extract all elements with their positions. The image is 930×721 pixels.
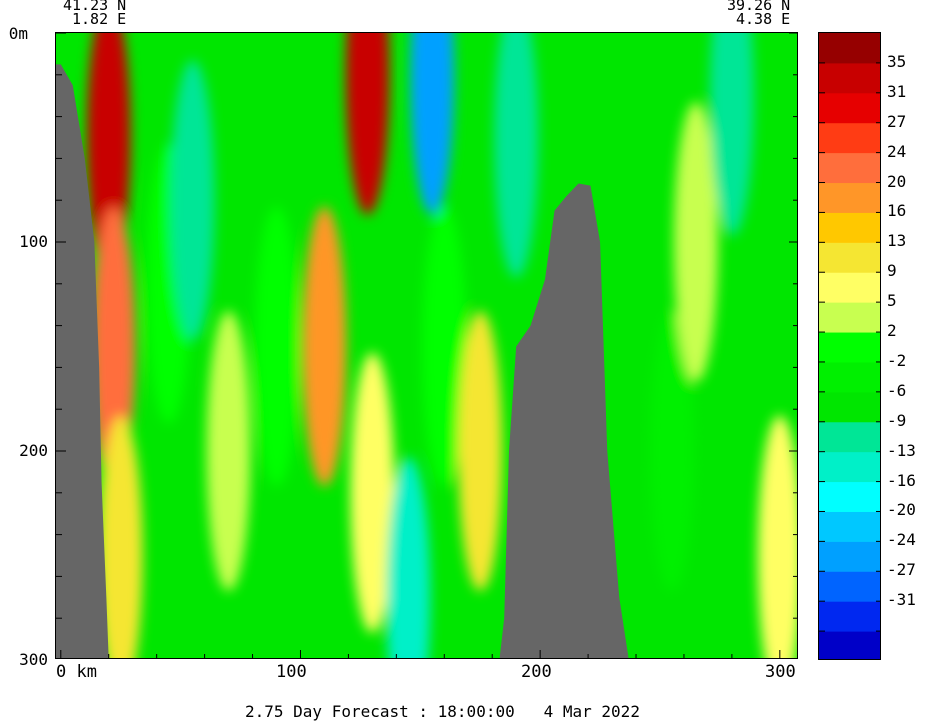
left-latitude-label: 41.23 N xyxy=(63,0,127,14)
colorbar-segment-3 xyxy=(819,541,880,572)
bathymetry-layer xyxy=(56,64,629,658)
colorbar-segment-11 xyxy=(819,302,880,333)
field-feature-4 xyxy=(170,60,215,341)
seamount xyxy=(499,183,629,658)
colorbar-segment-14 xyxy=(819,212,880,243)
field-feature-14 xyxy=(494,33,539,278)
colorbar-segment-8 xyxy=(819,391,880,423)
colorbar-label-12: -9 xyxy=(887,410,907,430)
tick-layer xyxy=(56,33,797,658)
colorbar xyxy=(818,32,881,660)
colorbar-label-6: 13 xyxy=(887,231,907,251)
field-feature-5 xyxy=(206,311,251,591)
colorbar-label-11: -6 xyxy=(887,380,907,400)
colorbar-label-17: -27 xyxy=(887,560,916,580)
right-latitude-label: 39.26 N xyxy=(727,0,791,14)
field-feature-15 xyxy=(649,311,694,591)
field-feature-13 xyxy=(458,311,503,591)
field-feature-11 xyxy=(410,33,455,215)
y-tick-label-200: 200 xyxy=(19,441,48,460)
field-feature-18 xyxy=(757,415,797,658)
heatmap-svg xyxy=(56,33,797,658)
right-longitude-label: 4.38 E xyxy=(736,10,791,28)
colorbar-segment-4 xyxy=(819,511,880,542)
field-feature-12 xyxy=(422,206,467,487)
colorbar-segment-12 xyxy=(819,272,880,303)
x-tick-label-0-value: 0 xyxy=(56,662,67,682)
colorbar-label-8: 5 xyxy=(887,291,897,311)
colorbar-segment-18 xyxy=(819,92,880,124)
colorbar-label-18: -31 xyxy=(887,590,916,610)
colorbar-svg xyxy=(819,33,880,659)
colorbar-label-2: 27 xyxy=(887,111,907,131)
colorbar-segment-17 xyxy=(819,122,880,154)
field-layer xyxy=(86,33,797,658)
colorbar-segment-13 xyxy=(819,242,880,273)
field-feature-2 xyxy=(98,415,143,658)
x-tick-label-100: 100 xyxy=(276,662,307,682)
section-plot-area xyxy=(55,32,798,659)
y-tick-label-300: 300 xyxy=(19,650,48,669)
colorbar-label-3: 24 xyxy=(887,141,907,161)
x-tick-label-0: 0 km xyxy=(56,662,97,682)
colorbar-label-1: 31 xyxy=(887,81,907,101)
colorbar-segment-15 xyxy=(819,182,880,213)
x-axis-label: km xyxy=(76,662,97,682)
colorbar-label-13: -13 xyxy=(887,440,916,460)
field-feature-17 xyxy=(709,33,754,236)
field-feature-7 xyxy=(302,206,347,487)
x-tick-label-200: 200 xyxy=(521,662,552,682)
forecast-caption: 2.75 Day Forecast : 18:00:00 4 Mar 2022 xyxy=(245,702,640,721)
colorbar-label-0: 35 xyxy=(887,51,907,71)
left-longitude-label: 1.82 E xyxy=(72,10,127,28)
colorbar-segment-10 xyxy=(819,332,880,363)
y-tick-label-0: 0m xyxy=(8,24,28,43)
field-feature-8 xyxy=(345,33,390,215)
field-feature-16 xyxy=(673,102,718,382)
field-feature-6 xyxy=(254,206,299,487)
colorbar-segment-2 xyxy=(819,571,880,602)
colorbar-label-15: -20 xyxy=(887,500,916,520)
field-feature-1 xyxy=(91,206,136,487)
colorbar-segment-19 xyxy=(819,62,880,94)
continental-slope xyxy=(56,64,109,658)
colorbar-label-16: -24 xyxy=(887,530,916,550)
field-feature-10 xyxy=(386,457,431,658)
colorbar-label-5: 16 xyxy=(887,201,907,221)
colorbar-segment-0 xyxy=(819,631,880,659)
colorbar-segment-6 xyxy=(819,451,880,483)
colorbar-segment-9 xyxy=(819,361,880,393)
colorbar-segment-1 xyxy=(819,601,880,632)
y-tick-label-100: 100 xyxy=(19,232,48,251)
x-tick-label-300: 300 xyxy=(765,662,796,682)
colorbar-label-4: 20 xyxy=(887,171,907,191)
colorbar-label-7: 9 xyxy=(887,261,897,281)
field-feature-9 xyxy=(350,352,395,633)
colorbar-segment-5 xyxy=(819,481,880,512)
colorbar-label-10: -2 xyxy=(887,350,907,370)
colorbar-segment-16 xyxy=(819,152,880,184)
colorbar-label-14: -16 xyxy=(887,470,916,490)
colorbar-segment-7 xyxy=(819,421,880,453)
colorbar-segment-20 xyxy=(819,33,880,64)
colorbar-label-9: 2 xyxy=(887,321,897,341)
